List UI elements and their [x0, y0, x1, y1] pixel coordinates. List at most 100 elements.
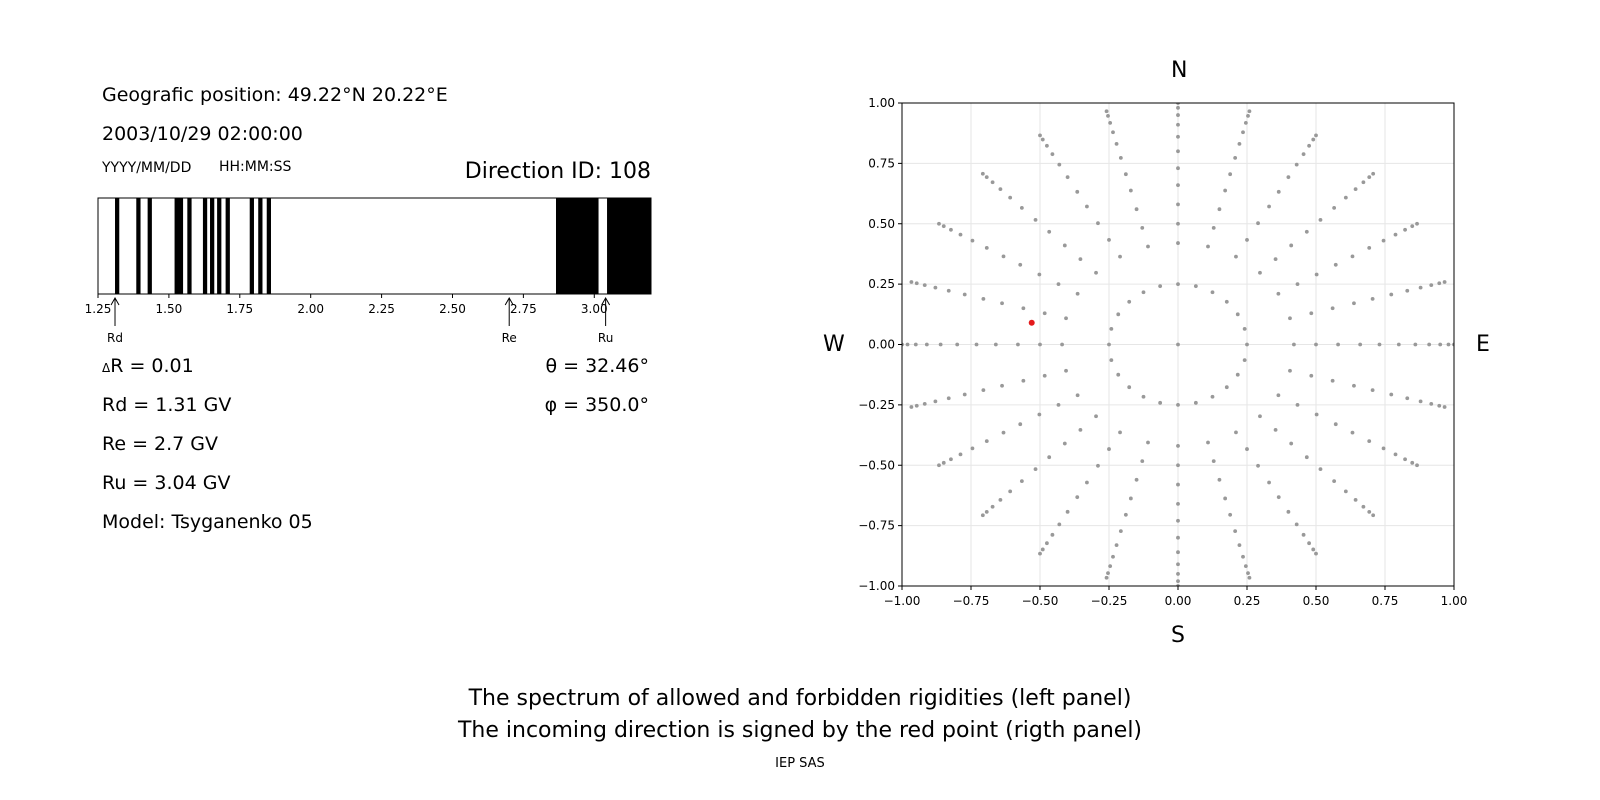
direction-point: [962, 292, 967, 297]
direction-point: [1336, 342, 1340, 347]
direction-point: [1304, 455, 1309, 460]
direction-point: [1118, 254, 1122, 259]
direction-point: [1075, 393, 1080, 398]
direction-point: [1241, 554, 1245, 559]
direction-point: [1104, 109, 1109, 114]
forbidden-band: [607, 198, 651, 294]
direction-point: [1075, 189, 1080, 194]
direction-point: [1062, 243, 1067, 248]
direction-point: [1314, 551, 1318, 556]
direction-point: [937, 221, 941, 226]
direction-point: [1094, 414, 1098, 419]
direction-point: [1078, 427, 1083, 432]
direction-point: [1018, 262, 1023, 267]
direction-point: [1037, 272, 1042, 277]
direction-point: [1176, 241, 1180, 245]
direction-point: [1000, 301, 1004, 306]
direction-point: [1288, 368, 1292, 373]
direction-point: [1234, 254, 1238, 259]
direction-point: [1140, 225, 1145, 230]
direction-point: [1134, 207, 1139, 212]
direction-point: [1442, 280, 1447, 284]
direction-point: [1352, 383, 1356, 388]
direction-point: [1330, 378, 1335, 383]
direction-point: [1228, 172, 1233, 177]
direction-point: [1075, 495, 1080, 500]
direction-point: [974, 342, 979, 347]
direction-point: [1038, 342, 1042, 347]
direction-point: [1413, 342, 1418, 347]
marker-label: Rd: [107, 331, 123, 345]
direction-point: [1176, 550, 1180, 555]
direction-point: [1206, 440, 1210, 445]
y-tick-label: 0.50: [868, 217, 895, 231]
direction-point: [1176, 579, 1180, 584]
direction-point: [1116, 372, 1121, 377]
direction-point: [1294, 162, 1299, 167]
forbidden-band: [187, 198, 192, 294]
direction-point: [1176, 105, 1180, 110]
direction-point: [1176, 572, 1180, 576]
direction-point: [1246, 113, 1250, 118]
direction-point: [1403, 457, 1407, 462]
direction-point: [1042, 311, 1047, 316]
direction-point: [1393, 452, 1398, 457]
direction-point: [1176, 166, 1180, 171]
direction-point: [1019, 479, 1024, 484]
model-name: Model: Tsyganenko 05: [102, 511, 313, 533]
y-tick-label: 0.00: [868, 338, 895, 352]
direction-point: [993, 342, 998, 347]
x-tick-label: 2.00: [297, 302, 324, 316]
direction-point: [1415, 463, 1419, 468]
direction-point: [1176, 282, 1180, 287]
direction-point: [946, 288, 951, 293]
direction-point: [1118, 529, 1123, 534]
direction-point: [1418, 399, 1423, 404]
forbidden-band: [258, 198, 263, 294]
direction-point: [913, 342, 918, 347]
direction-point: [1410, 460, 1415, 465]
incoming-direction-point: [1028, 319, 1035, 326]
direction-point: [1371, 171, 1376, 176]
x-tick-label: −1.00: [884, 594, 921, 608]
direction-point: [1311, 547, 1316, 552]
direction-point: [1176, 149, 1180, 154]
direction-point: [937, 463, 941, 468]
direction-point: [955, 342, 960, 347]
direction-point: [1176, 402, 1180, 407]
direction-point: [1286, 509, 1291, 514]
direction-point: [1057, 522, 1062, 527]
direction-point: [1243, 120, 1248, 125]
direction-point: [1273, 427, 1278, 432]
direction-point: [998, 187, 1003, 192]
direction-point: [1021, 306, 1026, 311]
date-format-label: YYYY/MM/DD: [102, 160, 192, 176]
direction-point: [1224, 385, 1229, 390]
direction-point: [1140, 459, 1145, 464]
direction-point: [1247, 575, 1252, 580]
direction-point: [1295, 282, 1300, 287]
direction-point: [1223, 496, 1228, 501]
direction-point: [1389, 392, 1394, 397]
direction-point: [1056, 282, 1061, 287]
marker-arrow-head: [110, 296, 120, 306]
direction-point: [924, 342, 929, 347]
direction-point: [1210, 290, 1215, 295]
direction-point: [1267, 480, 1271, 485]
direction-point: [1437, 403, 1442, 408]
direction-point: [1193, 400, 1198, 405]
direction-point: [984, 509, 989, 514]
direction-point: [1235, 372, 1240, 377]
direction-point: [1111, 130, 1115, 135]
direction-point: [1094, 270, 1098, 275]
direction-point: [1134, 477, 1139, 482]
direction-point: [1358, 342, 1363, 347]
direction-point: [1276, 495, 1281, 500]
direction-point: [1065, 509, 1070, 514]
direction-point: [1245, 342, 1249, 347]
direction-point: [1352, 301, 1356, 306]
y-tick-label: −0.75: [858, 519, 895, 533]
direction-point: [1211, 225, 1216, 230]
direction-point: [1176, 113, 1180, 117]
direction-point: [1276, 189, 1281, 194]
